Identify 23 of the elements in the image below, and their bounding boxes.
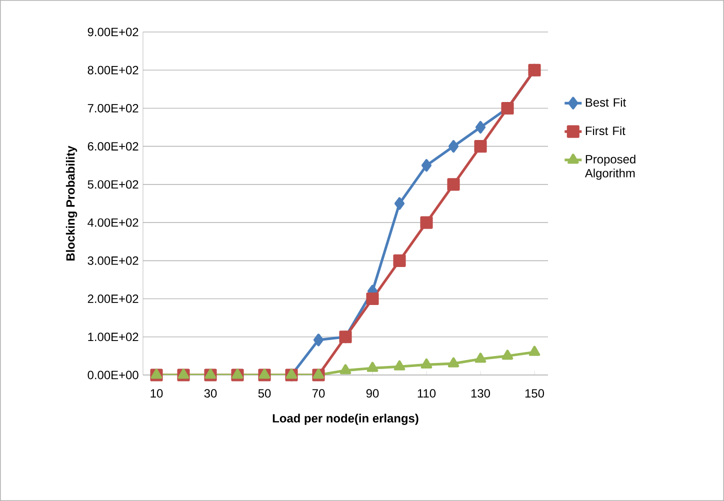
y-tick-label: 0.00E+00	[88, 370, 138, 380]
legend-label: Proposed Algorithm	[584, 154, 636, 180]
legend-label: First Fit	[586, 126, 626, 136]
y-tick-label: 8.00E+02	[88, 66, 138, 74]
x-tick-label: 90	[366, 389, 379, 398]
y-tick-label: 9.00E+02	[88, 28, 138, 36]
y-axis-title: Blocking Probability	[66, 146, 78, 260]
x-tick-label: 50	[258, 389, 271, 398]
y-tick-label: 7.00E+02	[88, 104, 138, 112]
x-tick-label: 70	[312, 389, 325, 398]
x-tick-label: 10	[150, 389, 163, 398]
y-tick-label: 2.00E+02	[88, 294, 138, 303]
x-axis-title: Load per node(in erlangs)	[272, 414, 418, 425]
y-tick-label: 6.00E+02	[88, 142, 138, 151]
x-tick-label: 110	[418, 389, 436, 398]
y-tick-label: 5.00E+02	[88, 180, 138, 189]
x-tick-label: 130	[471, 389, 490, 398]
legend-label: Best Fit	[586, 98, 626, 107]
y-tick-label: 4.00E+02	[88, 218, 138, 227]
x-tick-label: 30	[204, 389, 217, 398]
x-tick-label: 150	[525, 389, 544, 398]
y-tick-label: 1.00E+02	[88, 332, 138, 342]
y-tick-label: 3.00E+02	[88, 256, 138, 265]
